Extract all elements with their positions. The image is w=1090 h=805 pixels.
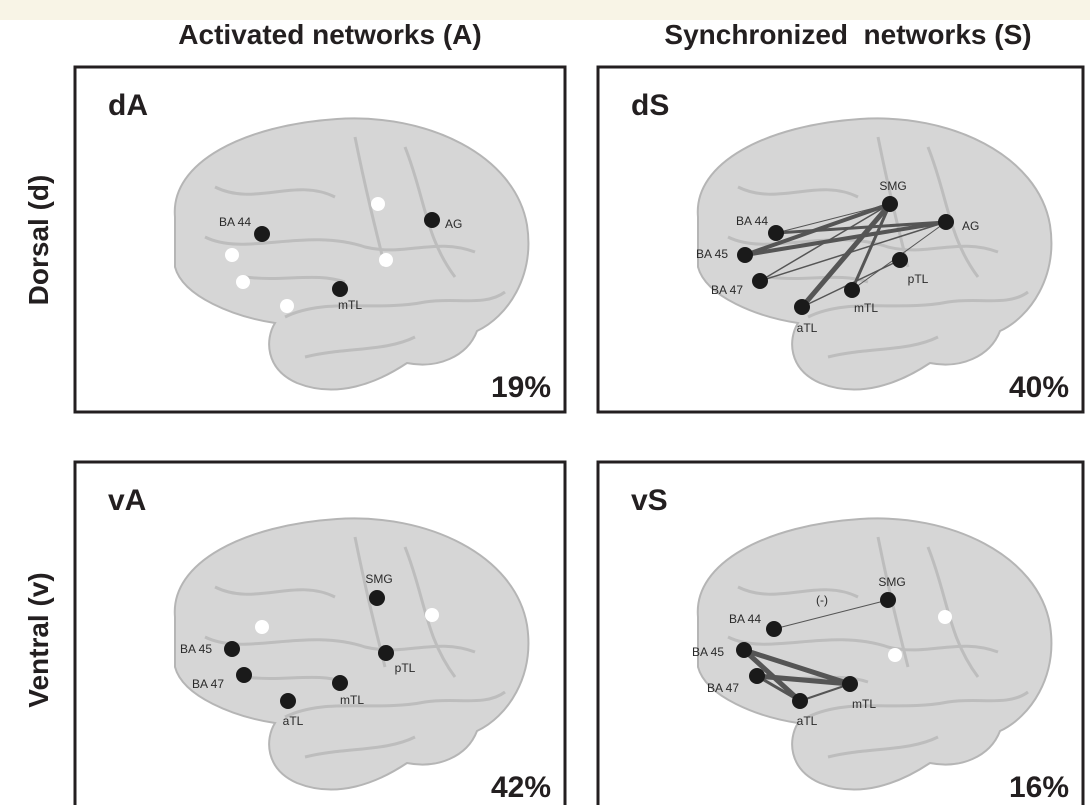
node [332, 675, 348, 691]
top-strip [0, 0, 1090, 20]
panel: SMG BA 44 BA 45 BA 47 mTL aTL (-) vS 16% [598, 462, 1083, 805]
panel-percent: 42% [491, 771, 551, 804]
node [880, 592, 896, 608]
panel-label: vA [108, 484, 146, 517]
node-label: BA 44 [729, 612, 761, 626]
node [938, 214, 954, 230]
node [332, 281, 348, 297]
node [280, 693, 296, 709]
node-label: pTL [908, 272, 929, 286]
node [749, 668, 765, 684]
annotation: (-) [816, 593, 828, 607]
node-label: BA 45 [692, 645, 724, 659]
row-header: Ventral (v) [23, 572, 54, 707]
node-label: BA 45 [180, 642, 212, 656]
node-label: SMG [365, 572, 392, 586]
panel-label: vS [631, 484, 668, 517]
node-label: BA 44 [736, 214, 768, 228]
node [794, 299, 810, 315]
node [236, 667, 252, 683]
inactive-node [888, 648, 902, 662]
inactive-node [280, 299, 294, 313]
node [369, 590, 385, 606]
inactive-node [236, 275, 250, 289]
node-label: aTL [283, 714, 304, 728]
inactive-node [425, 608, 439, 622]
node [882, 196, 898, 212]
node-label: mTL [338, 298, 362, 312]
panel-percent: 16% [1009, 771, 1069, 804]
panel-label: dA [108, 89, 148, 122]
node-label: AG [445, 217, 462, 231]
node [768, 225, 784, 241]
panel-label: dS [631, 89, 669, 122]
node-label: mTL [340, 693, 364, 707]
figure: Activated networks (A) Synchronized netw… [0, 0, 1090, 805]
panel-percent: 40% [1009, 371, 1069, 404]
node [766, 621, 782, 637]
node [736, 642, 752, 658]
node-label: AG [962, 219, 979, 233]
row-header: Dorsal (d) [23, 175, 54, 306]
node [844, 282, 860, 298]
panel-percent: 19% [491, 371, 551, 404]
node-label: aTL [797, 714, 818, 728]
node [792, 693, 808, 709]
node [842, 676, 858, 692]
column-header: Activated networks (A) [178, 19, 481, 50]
node-label: mTL [852, 697, 876, 711]
inactive-node [255, 620, 269, 634]
node-label: aTL [797, 321, 818, 335]
node [224, 641, 240, 657]
node [892, 252, 908, 268]
inactive-node [371, 197, 385, 211]
column-header: Synchronized networks (S) [664, 19, 1031, 50]
node [378, 645, 394, 661]
node-label: BA 47 [192, 677, 224, 691]
panel: BA 44 AG mTL dA 19% [75, 67, 565, 412]
panel: SMG BA 44 AG BA 45 pTL BA 47 mTL aTL dS 40% [598, 67, 1083, 412]
node-label: BA 44 [219, 215, 251, 229]
node [254, 226, 270, 242]
panel: SMG BA 45 pTL BA 47 mTL aTL vA 42% [75, 462, 565, 805]
node [752, 273, 768, 289]
node [424, 212, 440, 228]
node [737, 247, 753, 263]
inactive-node [225, 248, 239, 262]
node-label: BA 47 [711, 283, 743, 297]
node-label: BA 45 [696, 247, 728, 261]
node-label: BA 47 [707, 681, 739, 695]
inactive-node [938, 610, 952, 624]
node-label: mTL [854, 301, 878, 315]
node-label: pTL [395, 661, 416, 675]
node-label: SMG [878, 575, 905, 589]
inactive-node [379, 253, 393, 267]
node-label: SMG [879, 179, 906, 193]
